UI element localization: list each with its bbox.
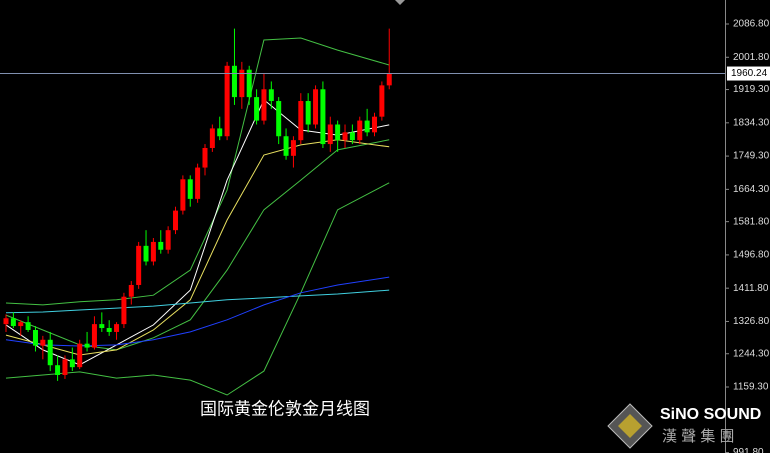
candle-body — [128, 284, 134, 297]
y-tick-label: 2086.80 — [733, 19, 770, 30]
logo: SiNO SOUND 漢 聲 集 團 — [607, 403, 761, 449]
candle-body — [290, 140, 296, 156]
candle-body — [114, 324, 120, 332]
candle-body — [84, 343, 90, 348]
candle-body — [349, 132, 355, 141]
candle-body — [209, 128, 215, 148]
candle-body — [327, 124, 333, 145]
indicator-line — [5, 139, 390, 356]
y-tick-label: 2001.80 — [733, 52, 770, 63]
candle-body — [217, 128, 223, 137]
candle-body — [364, 120, 370, 133]
y-tick-label: 1496.80 — [733, 250, 770, 261]
plot — [3, 28, 392, 396]
candle-body — [106, 328, 112, 332]
indicator-line — [5, 276, 390, 347]
candle-body — [62, 359, 68, 375]
current-price-box — [727, 66, 770, 81]
candle-body — [55, 365, 61, 375]
candle-body — [91, 324, 97, 348]
y-tick-label: 1664.30 — [733, 184, 770, 195]
candle-body — [305, 101, 311, 125]
annotation: 国际黄金伦敦金月线图 — [200, 399, 370, 418]
y-tick-label: 1244.30 — [733, 348, 770, 359]
candle-body — [150, 241, 156, 262]
candle-body — [254, 97, 260, 121]
candle-body — [379, 85, 385, 117]
y-tick-label: 991.80 — [733, 447, 764, 453]
candle-body — [320, 89, 326, 145]
candle-body — [10, 318, 16, 327]
candle-body — [357, 120, 363, 141]
candle-body — [239, 69, 245, 98]
candle-body — [335, 124, 341, 141]
candle-body — [224, 65, 230, 137]
candle-body — [99, 324, 105, 329]
y-tick-label: 1919.30 — [733, 84, 770, 95]
y-tick-label: 1749.30 — [733, 151, 770, 162]
current-price-label: 1960.24 — [731, 68, 768, 79]
y-tick-label: 1411.80 — [733, 283, 769, 294]
y-tick-label: 1326.80 — [733, 316, 770, 327]
candle-body — [18, 322, 24, 327]
candle-body — [246, 69, 252, 98]
candle-body — [202, 147, 208, 168]
candle-body — [276, 101, 282, 137]
candle-body — [158, 241, 164, 250]
candle-body — [298, 101, 304, 141]
candle-body — [143, 245, 149, 262]
candle-body — [47, 339, 53, 366]
candle-body — [3, 318, 9, 325]
logo-subtitle: 漢 聲 集 團 — [662, 428, 735, 445]
y-tick-label: 1581.80 — [733, 216, 770, 227]
indicator-line — [5, 289, 390, 314]
candle-body — [195, 167, 201, 199]
y-tick-label: 1834.30 — [733, 117, 770, 128]
candle-body — [231, 65, 237, 98]
candle-body — [261, 89, 267, 121]
candle-body — [25, 322, 31, 330]
indicator-line — [5, 37, 390, 306]
candle-body — [32, 329, 38, 346]
candle-body — [69, 359, 75, 368]
y-tick-label: 1159.30 — [733, 382, 769, 393]
candle-body — [77, 343, 83, 368]
logo-name: SiNO SOUND — [660, 406, 761, 423]
scroll-marker — [395, 0, 405, 5]
candle-body — [372, 116, 377, 133]
candle-body — [173, 210, 179, 231]
candle-body — [283, 136, 289, 156]
candle-body — [165, 230, 171, 250]
candle-body — [136, 245, 142, 285]
candle-body — [342, 132, 348, 141]
candle-body — [268, 89, 274, 102]
logo-icon-inner — [618, 414, 642, 438]
candle-body — [40, 339, 46, 346]
candle-body — [386, 73, 392, 86]
candle-body — [121, 296, 127, 325]
candle-body — [187, 179, 193, 199]
candle-body — [313, 89, 319, 125]
indicator-line — [5, 139, 390, 351]
candle-body — [180, 179, 186, 211]
